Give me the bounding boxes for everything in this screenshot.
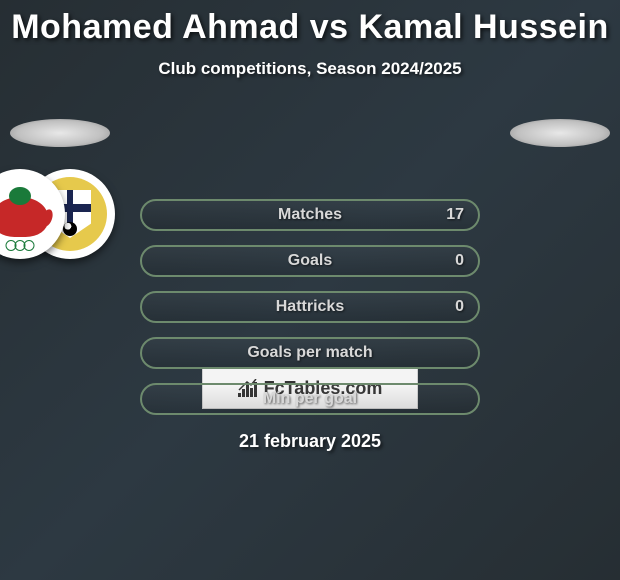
stat-label: Matches bbox=[278, 206, 342, 224]
stat-row-min-per-goal: Min per goal bbox=[140, 383, 480, 415]
footer-date: 21 february 2025 bbox=[0, 431, 620, 452]
stat-row-goals: Goals 0 bbox=[140, 245, 480, 277]
stat-value-right: 17 bbox=[446, 206, 464, 224]
stat-label: Goals per match bbox=[247, 344, 372, 362]
stat-row-goals-per-match: Goals per match bbox=[140, 337, 480, 369]
right-player-slot bbox=[510, 119, 610, 147]
stats-list: Matches 17 Goals 0 Hattricks 0 Goals per… bbox=[140, 199, 480, 415]
left-player-slot bbox=[10, 119, 110, 147]
soccer-ball-icon bbox=[63, 222, 77, 236]
stat-row-hattricks: Hattricks 0 bbox=[140, 291, 480, 323]
stat-label: Goals bbox=[288, 252, 332, 270]
stat-value-right: 0 bbox=[455, 252, 464, 270]
page-subtitle: Club competitions, Season 2024/2025 bbox=[0, 59, 620, 79]
stat-label: Min per goal bbox=[263, 390, 357, 408]
stat-row-matches: Matches 17 bbox=[140, 199, 480, 231]
stat-label: Hattricks bbox=[276, 298, 344, 316]
page-title: Mohamed Ahmad vs Kamal Hussein bbox=[0, 0, 620, 47]
comparison-area: Matches 17 Goals 0 Hattricks 0 Goals per… bbox=[0, 109, 620, 339]
stat-value-right: 0 bbox=[455, 298, 464, 316]
